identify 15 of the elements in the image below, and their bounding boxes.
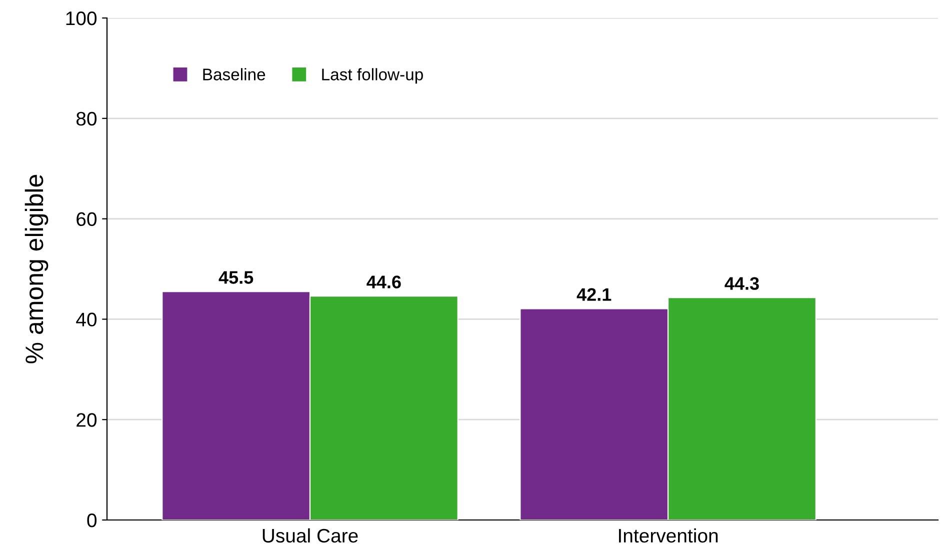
data-label: 44.6: [366, 276, 401, 288]
legend-label: Baseline: [203, 68, 266, 80]
y-tick-label: 60: [76, 212, 97, 226]
x-tick-label: Intervention: [619, 528, 718, 543]
y-tick-label: 40: [76, 312, 97, 326]
y-tick-label: 0: [87, 513, 97, 528]
data-label: 44.3: [724, 277, 759, 290]
data-label: 45.5: [218, 271, 254, 284]
data-label: 42.1: [576, 288, 612, 301]
y-axis-title: % among eligible: [24, 174, 48, 364]
legend-label: Last follow-up: [322, 68, 423, 84]
y-tick-label: 20: [76, 413, 97, 427]
y-tick-label: 100: [66, 11, 97, 26]
y-tick-label: 80: [76, 112, 97, 126]
x-tick-label: Usual Care: [262, 528, 358, 543]
